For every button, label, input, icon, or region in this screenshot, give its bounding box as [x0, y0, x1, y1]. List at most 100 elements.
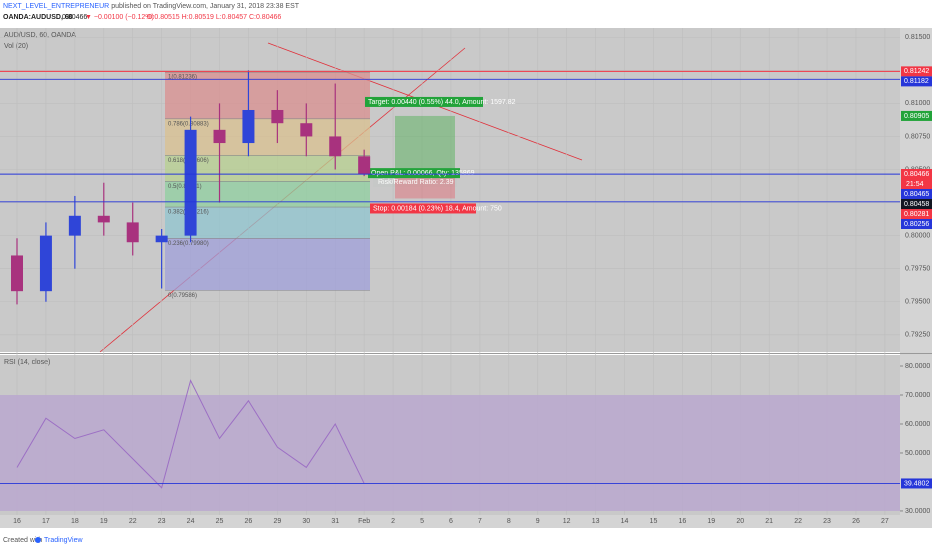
price-axis-label: 0.80281	[904, 211, 929, 218]
stop-label-box	[370, 203, 476, 214]
y-tick-label: 0.81000	[905, 100, 930, 107]
change: ▼ −0.00100 (−0.12%)	[85, 14, 154, 21]
rsi-line	[16, 379, 365, 489]
price-axis-label: 0.80905	[904, 113, 929, 120]
y-tick-label: 0.79500	[905, 299, 930, 306]
ohlc: O:0.80515 H:0.80519 L:0.80457 C:0.80466	[147, 14, 281, 21]
x-tick-label: 26	[245, 518, 253, 525]
candle-body	[11, 255, 23, 292]
price-axis-label: 0.81182	[904, 78, 929, 85]
candle-body	[271, 109, 284, 124]
y-tick-label: 0.80750	[905, 133, 930, 140]
x-tick-label: 16	[13, 518, 21, 525]
y-tick-label: 70.0000	[905, 392, 930, 399]
price-axis-label-box	[901, 218, 932, 229]
x-tick-label: Feb	[358, 518, 370, 525]
x-tick-label: 8	[507, 518, 511, 525]
x-tick-label: 23	[158, 518, 166, 525]
fib-label: 0(0.79586)	[168, 293, 197, 299]
candle-body	[126, 222, 139, 243]
price-axis-label: 0.80458	[904, 201, 929, 208]
y-tick-label: 0.79750	[905, 266, 930, 273]
fib-label: 0.786(0.80883)	[168, 121, 209, 127]
x-tick-label: 17	[42, 518, 50, 525]
price-pane	[0, 28, 900, 352]
candle-body	[213, 129, 226, 144]
x-tick-label: 13	[592, 518, 600, 525]
pnl-label-box	[368, 168, 460, 179]
price-axis-label-box	[901, 168, 932, 179]
candle-body	[39, 235, 52, 292]
candle-body	[155, 235, 168, 243]
fib-band	[165, 72, 370, 119]
x-tick-label: 19	[100, 518, 108, 525]
price-axis-label-box	[901, 76, 932, 87]
rr-box	[373, 177, 457, 187]
stop-zone	[395, 174, 455, 199]
candle-body	[242, 109, 255, 144]
fib-label: 0.236(0.79980)	[168, 241, 209, 247]
x-tick-label: 16	[678, 518, 686, 525]
x-tick-label: 20	[736, 518, 744, 525]
x-tick-label: 22	[794, 518, 802, 525]
price-axis-label-box	[901, 198, 932, 209]
target-label-box	[365, 96, 483, 107]
y-tick-label: 80.0000	[905, 363, 930, 370]
x-tick-label: 7	[478, 518, 482, 525]
x-tick-label: 26	[852, 518, 860, 525]
y-tick-label: 30.0000	[905, 508, 930, 515]
y-tick-label: 50.0000	[905, 450, 930, 457]
price-axis-label-box	[901, 208, 932, 219]
pnl-label: Open P&L: 0.00066, Qty: 135869	[371, 170, 475, 177]
footer-brand[interactable]: TradingView	[44, 537, 83, 544]
published: published on TradingView.com, January 31…	[111, 3, 300, 10]
logo	[35, 537, 41, 543]
y-tick-label: 60.0000	[905, 421, 930, 428]
x-tick-label: 18	[71, 518, 79, 525]
x-tick-label: 5	[420, 518, 424, 525]
rsi-last-label: 39.4802	[904, 480, 929, 487]
fib-band	[165, 155, 370, 182]
rsi-last-box	[901, 478, 932, 489]
price-axis-label: 0.80466	[904, 171, 929, 178]
candle-body	[68, 215, 81, 236]
x-tick-label: 25	[216, 518, 224, 525]
price-axis-label-box	[901, 188, 932, 199]
candle-body	[300, 123, 313, 137]
x-tick-label: 14	[621, 518, 629, 525]
fib-label: 1(0.81236)	[168, 75, 197, 81]
x-tick-label: 22	[129, 518, 137, 525]
stop-label: Stop: 0.00184 (0.23%) 18.4, Amount: 750	[373, 205, 502, 212]
author[interactable]: NEXT_LEVEL_ENTREPRENEUR	[3, 3, 109, 10]
target-label: Target: 0.00440 (0.55%) 44.0, Amount: 15…	[368, 99, 516, 106]
fib-band	[165, 238, 370, 291]
indicator: Vol (20)	[4, 43, 28, 50]
price-axis-label: 0.81242	[904, 68, 929, 75]
x-tick-label: 31	[331, 518, 339, 525]
footer-created: Created with	[3, 537, 42, 544]
candle-body	[329, 136, 342, 157]
countdown: 21:54	[906, 181, 924, 188]
price-axis-label: 0.80465	[904, 191, 929, 198]
rsi-title: RSI (14, close)	[4, 359, 50, 366]
x-tick-label: 23	[823, 518, 831, 525]
x-tick-label: 27	[881, 518, 889, 525]
candle-body	[97, 215, 110, 223]
x-tick-label: 12	[563, 518, 571, 525]
rsi-band	[0, 395, 900, 511]
time-axis	[0, 515, 900, 528]
fib-band	[165, 181, 370, 208]
candle-body	[358, 156, 371, 174]
countdown-box	[901, 178, 932, 189]
rr-label: Risk/Reward Ratio: 2.39	[378, 179, 454, 186]
x-tick-label: 2	[391, 518, 395, 525]
x-tick-label: 21	[765, 518, 773, 525]
y-tick-label: 0.80000	[905, 232, 930, 239]
price-axis-label: 0.80256	[904, 221, 929, 228]
x-tick-label: 15	[650, 518, 658, 525]
candle-body	[184, 129, 197, 236]
target-zone	[395, 115, 455, 175]
symbol: OANDA:AUDUSD, 60	[3, 14, 73, 21]
